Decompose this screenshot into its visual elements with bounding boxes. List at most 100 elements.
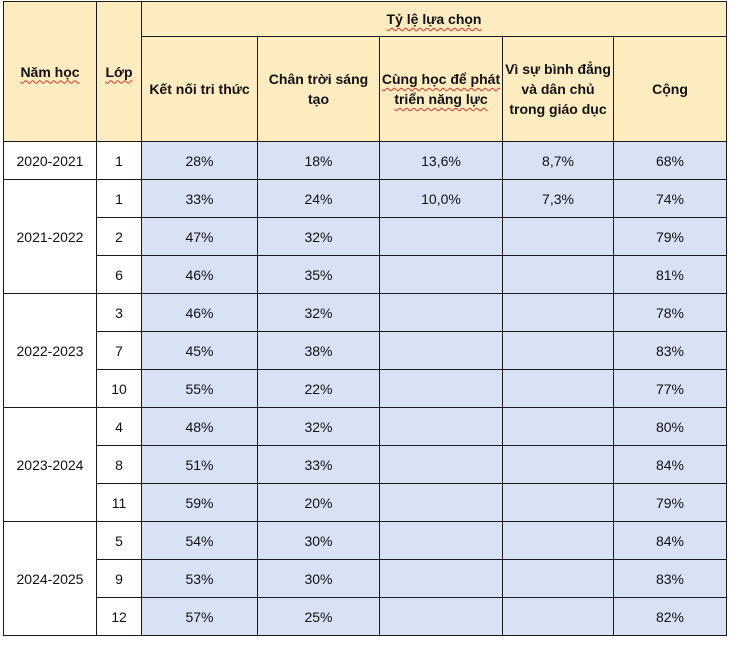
year-cell: 2022-2023 — [3, 293, 97, 408]
ket-noi-cell: 51% — [141, 445, 258, 484]
grade-cell: 10 — [96, 369, 142, 408]
grade-cell: 3 — [96, 293, 142, 332]
chan-troi-cell: 30% — [257, 521, 380, 560]
ket-noi-cell: 47% — [141, 217, 258, 256]
header-lop: Lớp — [96, 1, 142, 142]
cong-cell: 81% — [613, 255, 727, 294]
chan-troi-cell: 22% — [257, 369, 380, 408]
cung-hoc-cell: 13,6% — [379, 141, 503, 180]
grade-cell: 11 — [96, 483, 142, 522]
cung-hoc-cell — [379, 407, 503, 446]
cung-hoc-cell — [379, 369, 503, 408]
header-cong: Cộng — [613, 36, 727, 142]
chan-troi-cell: 20% — [257, 483, 380, 522]
chan-troi-cell: 32% — [257, 293, 380, 332]
cung-hoc-cell — [379, 255, 503, 294]
cong-cell: 82% — [613, 597, 727, 636]
cung-hoc-cell — [379, 597, 503, 636]
chan-troi-cell: 38% — [257, 331, 380, 370]
cong-cell: 79% — [613, 217, 727, 256]
cung-hoc-cell — [379, 445, 503, 484]
table-row: 2023-2024 4 48% 32% 80% — [3, 407, 727, 522]
table-row: 12 57% 25% 82% — [4, 597, 727, 636]
header-vi-su: Vì sự bình đẳng và dân chủ trong giáo dụ… — [502, 36, 614, 142]
ket-noi-cell: 28% — [141, 141, 258, 180]
vi-su-cell — [502, 407, 614, 446]
grade-cell: 6 — [96, 255, 142, 294]
ket-noi-cell: 46% — [141, 293, 258, 332]
table-row: 2022-2023 3 46% 32% 78% — [3, 293, 727, 408]
cung-hoc-cell — [379, 217, 503, 256]
cong-cell: 77% — [613, 369, 727, 408]
ket-noi-cell: 54% — [141, 521, 258, 560]
cong-cell: 78% — [613, 293, 727, 332]
vi-su-cell — [502, 293, 614, 332]
table-row: 8 51% 33% 84% — [4, 445, 727, 484]
vi-su-cell — [502, 521, 614, 560]
vi-su-cell — [502, 559, 614, 598]
chan-troi-cell: 35% — [257, 255, 380, 294]
grade-cell: 1 — [96, 141, 142, 180]
vi-su-cell: 8,7% — [502, 141, 614, 180]
table-row: 10 55% 22% 77% — [4, 369, 727, 408]
chan-troi-cell: 18% — [257, 141, 380, 180]
table-row: 6 46% 35% 81% — [4, 255, 727, 294]
ket-noi-cell: 46% — [141, 255, 258, 294]
cong-cell: 68% — [613, 141, 727, 180]
table-row: 2 47% 32% 79% — [4, 217, 727, 256]
cung-hoc-cell — [379, 521, 503, 560]
vi-su-cell — [502, 445, 614, 484]
table-row: 2020-2021 1 28% 18% 13,6% 8,7% 68% — [3, 141, 727, 180]
table-row: 11 59% 20% 79% — [4, 483, 727, 522]
vi-su-cell — [502, 217, 614, 256]
grade-cell: 7 — [96, 331, 142, 370]
year-cell: 2020-2021 — [3, 141, 97, 180]
year-cell: 2021-2022 — [3, 179, 97, 294]
cung-hoc-cell — [379, 293, 503, 332]
chan-troi-cell: 25% — [257, 597, 380, 636]
cong-cell: 74% — [613, 179, 727, 218]
cong-cell: 84% — [613, 521, 727, 560]
chan-troi-cell: 24% — [257, 179, 380, 218]
chan-troi-cell: 30% — [257, 559, 380, 598]
vi-su-cell — [502, 331, 614, 370]
grade-cell: 5 — [96, 521, 142, 560]
grade-cell: 12 — [96, 597, 142, 636]
cong-cell: 83% — [613, 559, 727, 598]
header-nam-hoc: Năm học — [3, 1, 97, 142]
cung-hoc-cell — [379, 559, 503, 598]
ket-noi-cell: 48% — [141, 407, 258, 446]
grade-cell: 4 — [96, 407, 142, 446]
table-row: 7 45% 38% 83% — [4, 331, 727, 370]
vi-su-cell — [502, 597, 614, 636]
grade-cell: 1 — [96, 179, 142, 218]
selection-rate-table: Năm học Lớp Tỷ lệ lựa chọn Kết nối tri t… — [3, 1, 727, 636]
table-row: 2024-2025 5 54% 30% 84% — [3, 521, 727, 636]
header-chan-troi: Chân trời sáng tạo — [257, 36, 380, 142]
ket-noi-cell: 57% — [141, 597, 258, 636]
header-ket-noi: Kết nối tri thức — [141, 36, 258, 142]
grade-cell: 9 — [96, 559, 142, 598]
cong-cell: 84% — [613, 445, 727, 484]
vi-su-cell — [502, 255, 614, 294]
chan-troi-cell: 32% — [257, 407, 380, 446]
header-cung-hoc: Cùng học để phát triển năng lực — [379, 36, 503, 142]
chan-troi-cell: 33% — [257, 445, 380, 484]
ket-noi-cell: 33% — [141, 179, 258, 218]
year-cell: 2024-2025 — [3, 521, 97, 636]
cung-hoc-cell — [379, 331, 503, 370]
year-cell: 2023-2024 — [3, 407, 97, 522]
vi-su-cell: 7,3% — [502, 179, 614, 218]
cong-cell: 83% — [613, 331, 727, 370]
grade-cell: 2 — [96, 217, 142, 256]
cong-cell: 80% — [613, 407, 727, 446]
header-ty-le: Tỷ lệ lựa chọn — [141, 1, 727, 37]
table-row: 2021-2022 1 33% 24% 10,0% 7,3% 74% — [3, 179, 727, 294]
cong-cell: 79% — [613, 483, 727, 522]
table-row: 9 53% 30% 83% — [4, 559, 727, 598]
grade-cell: 8 — [96, 445, 142, 484]
ket-noi-cell: 55% — [141, 369, 258, 408]
vi-su-cell — [502, 483, 614, 522]
vi-su-cell — [502, 369, 614, 408]
cung-hoc-cell: 10,0% — [379, 179, 503, 218]
